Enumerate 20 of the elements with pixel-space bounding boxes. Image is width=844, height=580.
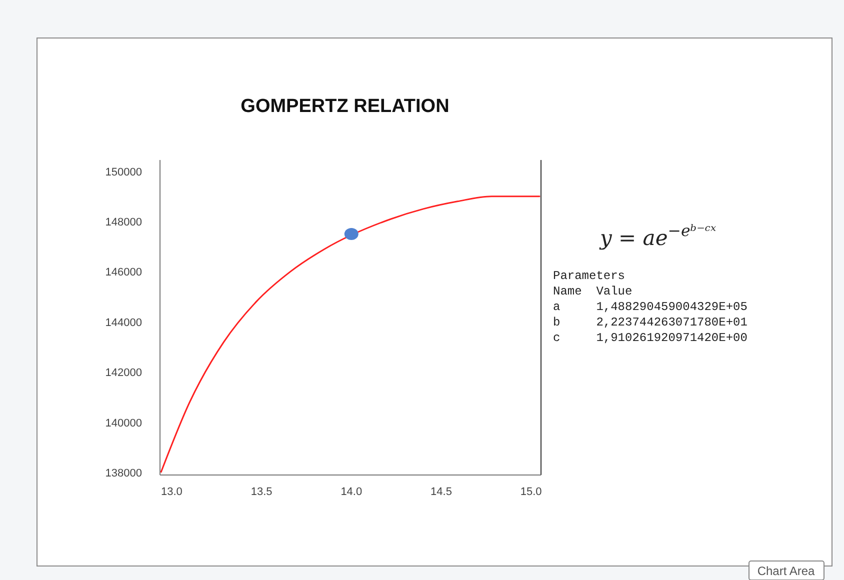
y-tick-label: 146000 <box>105 266 142 279</box>
text: a 1,488290459004329E+05 <box>553 300 748 314</box>
text: c 1,910261920971420E+00 <box>553 331 748 345</box>
text: Parameters <box>553 269 626 283</box>
y-tick-label: 150000 <box>105 166 142 178</box>
y-tick-label: 142000 <box>105 367 142 380</box>
x-tick-label: 14.0 <box>340 486 362 498</box>
x-tick-label: 14.5 <box>430 486 452 498</box>
x-tick-label: 13.5 <box>250 486 272 498</box>
text: y = ae$^{−eᵇ⁻ᶜˣ}$ <box>599 220 716 250</box>
text: Name Value <box>553 284 632 298</box>
x-tick-label: 13.0 <box>160 486 182 498</box>
x-tick-label: 15.0 <box>520 486 542 498</box>
y-tick-label: 138000 <box>105 467 142 480</box>
text: b 2,223744263071780E+01 <box>553 316 748 330</box>
y-tick-label: 144000 <box>105 316 142 329</box>
text: Chart Area <box>757 564 815 578</box>
y-tick-label: 148000 <box>105 216 142 228</box>
chart-title: GOMPERTZ RELATION <box>240 96 450 117</box>
y-tick-label: 140000 <box>105 417 142 430</box>
